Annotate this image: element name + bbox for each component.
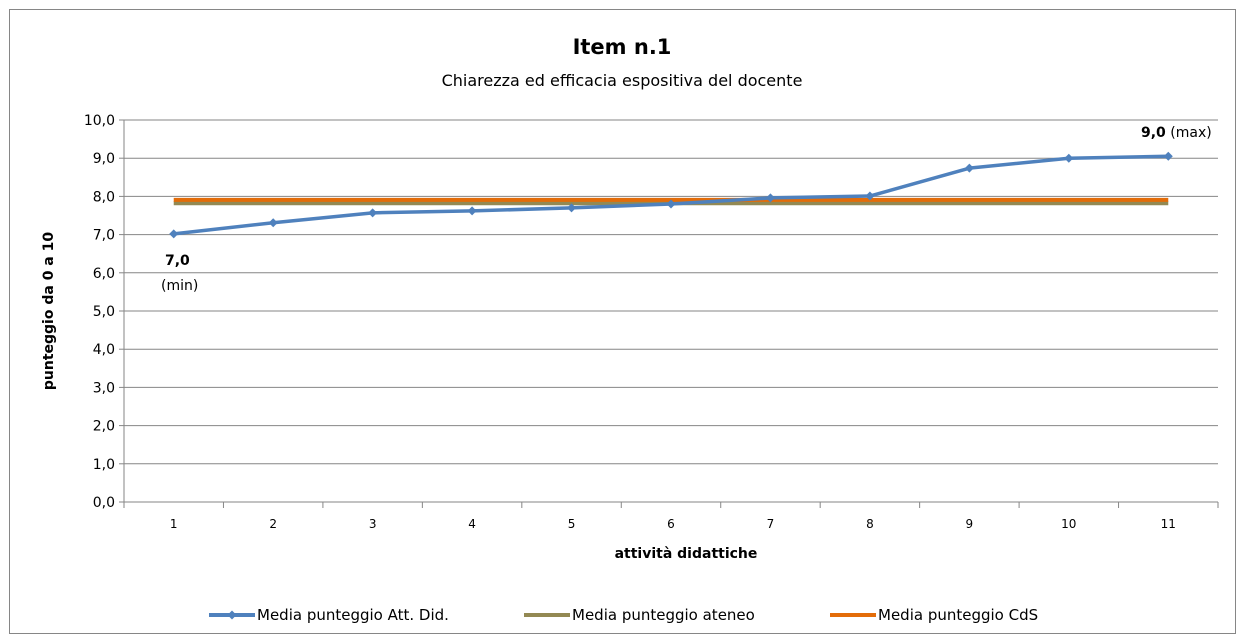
gridlines xyxy=(124,120,1218,502)
x-tick-label: 7 xyxy=(767,517,775,531)
y-tick-label: 4,0 xyxy=(93,342,115,358)
legend-marker xyxy=(228,611,237,620)
y-tick-label: 10,0 xyxy=(84,113,115,129)
series-group xyxy=(169,152,1173,239)
y-tick-label: 3,0 xyxy=(93,380,115,396)
x-tick-label: 8 xyxy=(866,517,874,531)
data-point xyxy=(169,229,178,238)
x-tick-label: 2 xyxy=(269,517,277,531)
y-tick-label: 2,0 xyxy=(93,419,115,435)
max-annotation-value: 9,0 xyxy=(1141,125,1166,141)
y-tick-label: 7,0 xyxy=(93,228,115,244)
x-tick-label: 9 xyxy=(966,517,974,531)
x-tick-label: 3 xyxy=(369,517,377,531)
x-tick-label: 1 xyxy=(170,517,178,531)
y-tick-label: 8,0 xyxy=(93,189,115,205)
chart-title: Item n.1 xyxy=(573,35,672,59)
chart-subtitle: Chiarezza ed efficacia espositiva del do… xyxy=(442,71,803,90)
data-point xyxy=(965,164,974,173)
x-tick-label: 11 xyxy=(1161,517,1176,531)
data-point xyxy=(1064,154,1073,163)
x-tick-label: 5 xyxy=(568,517,576,531)
x-axis-label: attività didattiche xyxy=(615,546,758,562)
x-tick-label: 10 xyxy=(1061,517,1076,531)
legend-label-1: Media punteggio Att. Did. xyxy=(257,606,449,624)
min-annotation-label: (min) xyxy=(161,278,198,294)
y-tick-label: 6,0 xyxy=(93,266,115,282)
max-annotation-label: (max) xyxy=(1170,125,1211,141)
x-tick-label: 4 xyxy=(468,517,476,531)
series-line-1 xyxy=(174,156,1169,234)
y-axis-ticks: 0,0 1,0 2,0 3,0 4,0 5,0 6,0 7,0 8,0 9,0 10,0 xyxy=(84,113,124,511)
x-axis-ticks: 1 2 3 4 5 6 7 8 9 10 11 xyxy=(124,502,1218,531)
y-tick-label: 0,0 xyxy=(93,495,115,511)
data-point xyxy=(468,206,477,215)
y-tick-label: 5,0 xyxy=(93,304,115,320)
x-tick-label: 6 xyxy=(667,517,675,531)
data-point xyxy=(269,218,278,227)
y-tick-label: 9,0 xyxy=(93,151,115,167)
y-axis-label: punteggio da 0 a 10 xyxy=(41,232,57,390)
data-point xyxy=(1164,152,1173,161)
legend-label-3: Media punteggio CdS xyxy=(878,606,1038,624)
legend-label-2: Media punteggio ateneo xyxy=(572,606,755,624)
y-tick-label: 1,0 xyxy=(93,457,115,473)
legend: Media punteggio Att. Did. Media punteggio… xyxy=(209,606,1038,624)
min-annotation-value: 7,0 xyxy=(165,253,190,269)
max-annotation: 9,0 (max) xyxy=(1141,125,1212,141)
data-point xyxy=(368,208,377,217)
